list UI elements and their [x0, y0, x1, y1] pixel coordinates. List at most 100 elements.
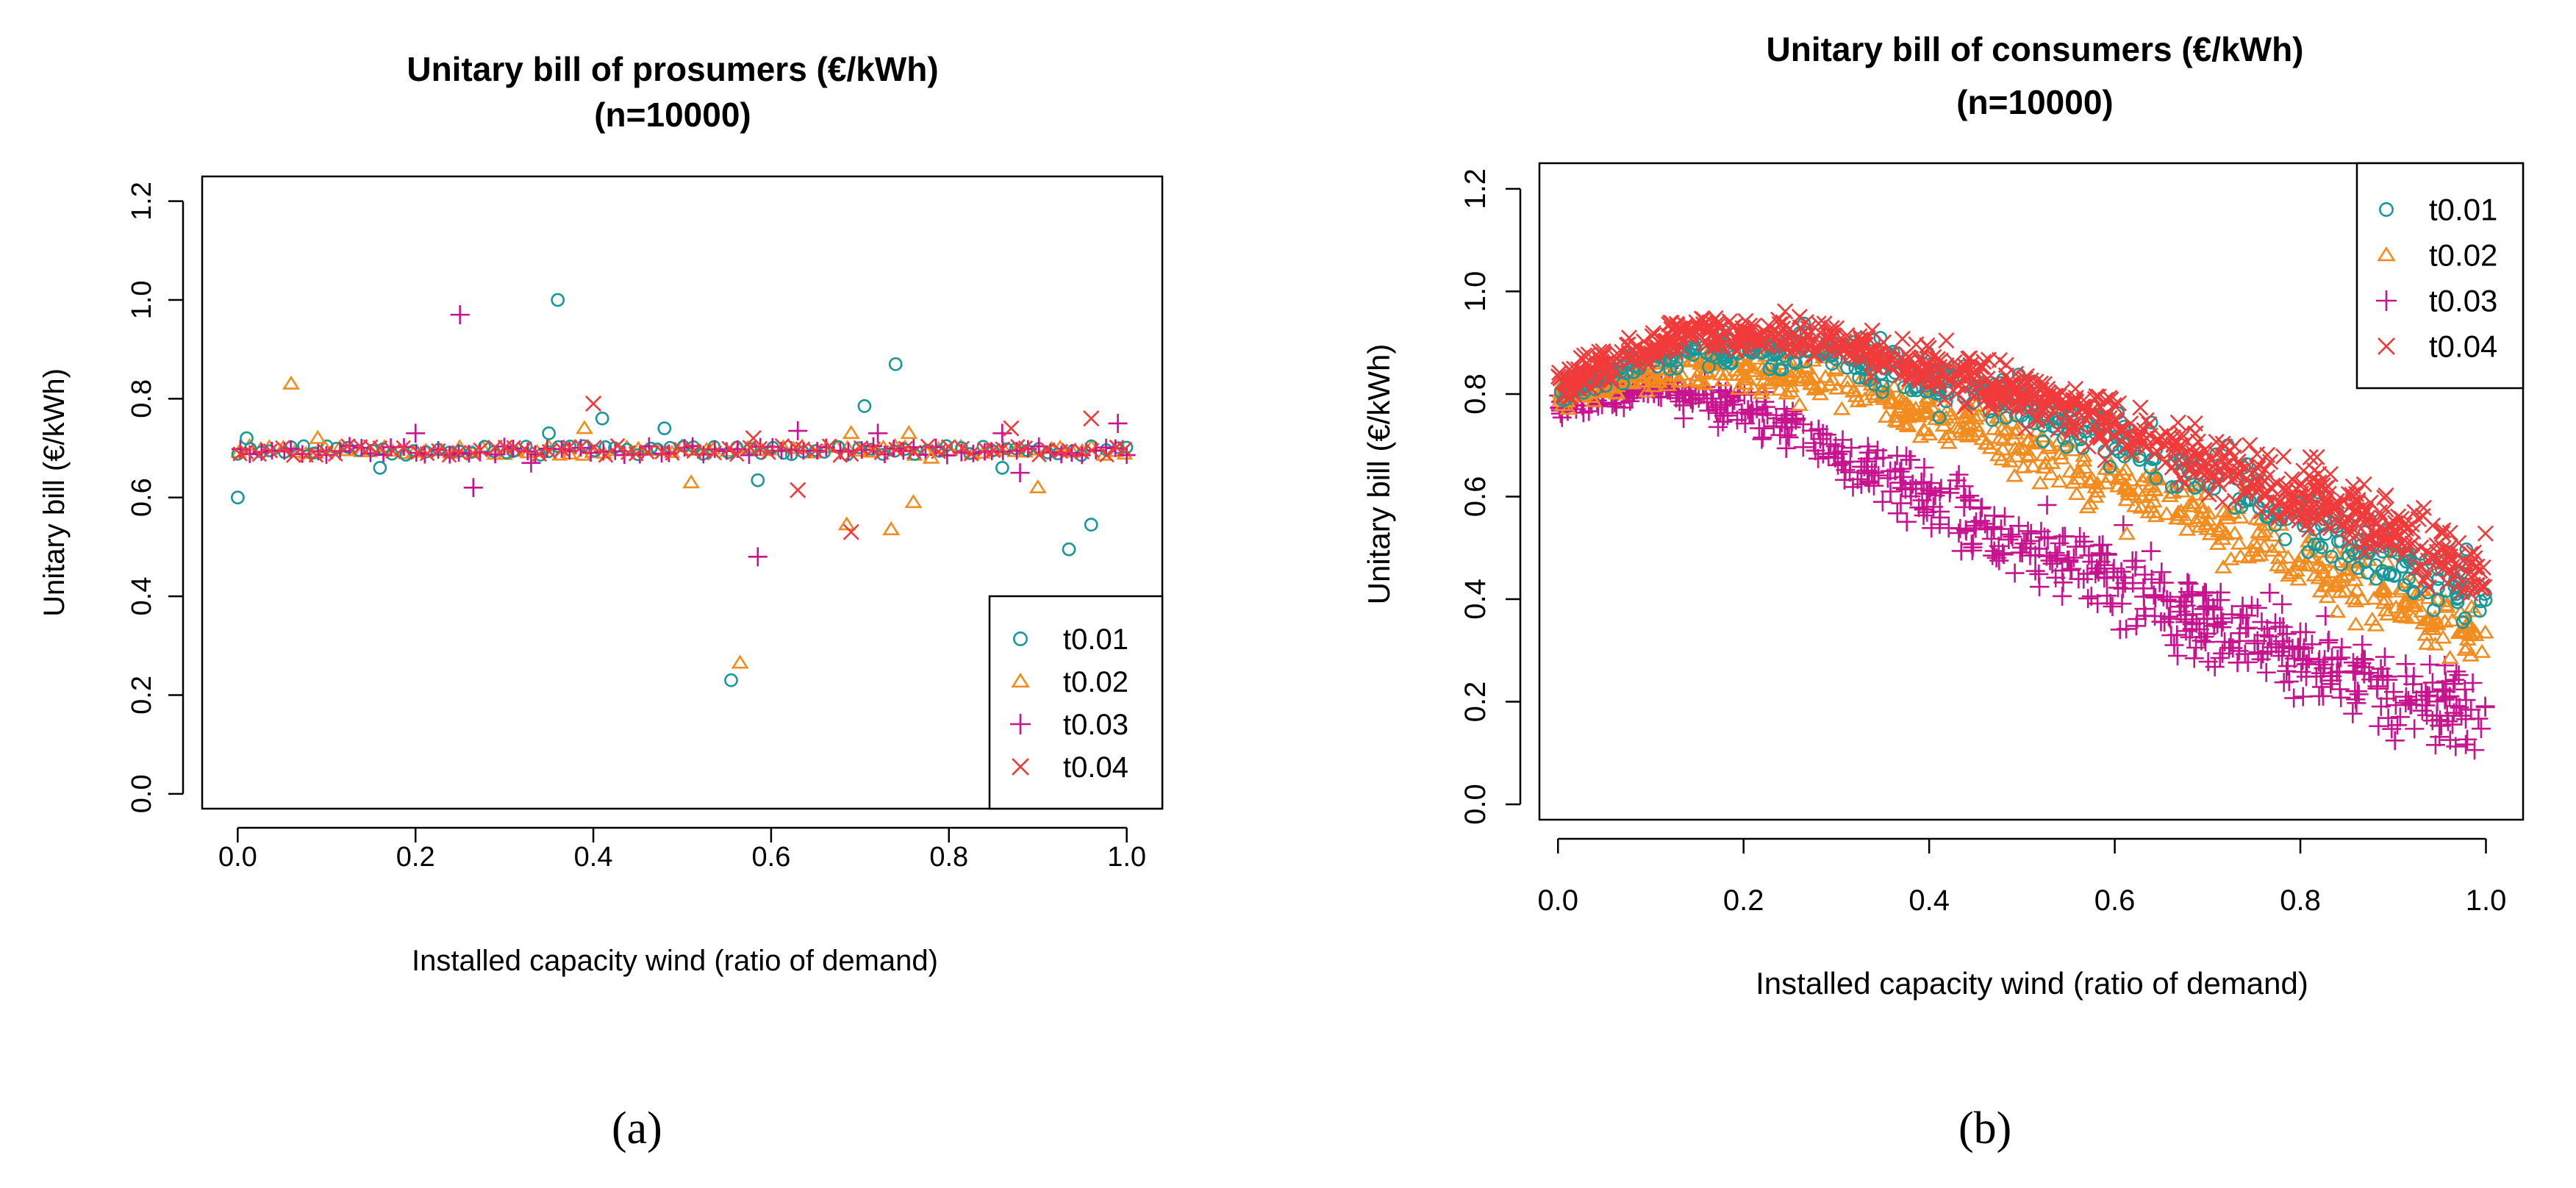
point — [1897, 512, 1917, 532]
point — [582, 443, 600, 462]
point — [2214, 503, 2233, 518]
point — [1592, 350, 1609, 367]
point — [2238, 482, 2255, 499]
point — [1886, 412, 1905, 427]
point — [2269, 557, 2287, 572]
point — [2031, 521, 2051, 541]
point — [2178, 521, 2197, 536]
point — [1703, 327, 1720, 345]
point — [2336, 583, 2355, 598]
point — [2017, 388, 2033, 405]
point — [1754, 418, 1774, 438]
point — [1991, 429, 2009, 444]
point — [1888, 365, 1903, 380]
point — [2324, 564, 2342, 579]
point — [2272, 594, 2292, 614]
point — [2074, 532, 2094, 551]
point — [1932, 352, 1949, 369]
point — [2340, 485, 2357, 503]
point — [2108, 578, 2128, 598]
point — [2309, 650, 2329, 670]
point — [2406, 504, 2423, 520]
point — [385, 443, 401, 459]
point — [2355, 650, 2375, 670]
point — [1701, 359, 1716, 374]
point — [882, 521, 901, 536]
point — [2447, 662, 2466, 681]
point — [2427, 692, 2447, 712]
point — [2425, 735, 2445, 755]
point — [2169, 510, 2187, 525]
point — [2088, 483, 2106, 498]
point — [2278, 532, 2292, 547]
point — [2377, 532, 2394, 549]
point — [573, 439, 589, 454]
point — [2251, 649, 2271, 669]
point — [1717, 403, 1737, 423]
point — [2164, 480, 2179, 494]
point — [1753, 384, 1771, 399]
point — [2414, 507, 2431, 525]
point — [2114, 466, 2133, 481]
point — [1881, 391, 1900, 406]
point — [1817, 368, 1835, 383]
point — [1753, 428, 1772, 448]
point — [2218, 507, 2236, 521]
point — [2228, 653, 2247, 673]
point — [373, 461, 387, 475]
point — [2413, 539, 2430, 556]
point — [1591, 343, 1608, 360]
point — [2441, 551, 2459, 568]
point — [2139, 504, 2158, 518]
point — [2214, 435, 2231, 452]
point — [2044, 393, 2061, 409]
point — [2331, 687, 2351, 707]
point — [2445, 670, 2465, 690]
point — [2433, 681, 2453, 701]
point — [1872, 492, 1892, 512]
panel-a-plot-frame — [201, 175, 1164, 810]
point — [2015, 442, 2033, 457]
point — [2222, 604, 2242, 624]
point — [2390, 707, 2410, 727]
point — [1961, 368, 1978, 384]
legend-label: t0.01 — [2429, 193, 2497, 227]
y-tick-label: 0.8 — [1459, 373, 1492, 415]
point — [2438, 712, 2458, 731]
point — [1840, 462, 1860, 482]
point — [2360, 565, 2375, 580]
panel-b-y-axis: 0.0 0.2 0.4 0.6 0.8 1.0 1.2 — [1459, 168, 1522, 825]
point — [2085, 418, 2102, 436]
point — [2441, 548, 2458, 565]
point — [940, 439, 956, 454]
point — [2055, 396, 2072, 413]
point — [2459, 542, 2474, 557]
x-tick-label: 0.0 — [1537, 884, 1578, 917]
point — [1923, 497, 1943, 517]
point — [1901, 450, 1921, 470]
point — [2428, 615, 2447, 629]
point — [1743, 404, 1763, 424]
point — [1930, 407, 1948, 422]
point — [1839, 344, 1857, 361]
point — [1864, 322, 1881, 339]
point — [963, 446, 979, 462]
point — [1099, 447, 1115, 463]
point — [1991, 383, 2008, 400]
point — [2396, 532, 2413, 548]
point — [2270, 509, 2287, 526]
x-tick-label: 1.0 — [2466, 884, 2507, 917]
point — [1711, 366, 1730, 381]
point — [1960, 408, 1978, 423]
point — [1592, 357, 1609, 373]
point — [888, 357, 903, 371]
point — [1903, 406, 1922, 421]
point — [2355, 476, 2372, 493]
point — [1653, 342, 1670, 359]
point — [2009, 383, 2026, 400]
point — [2436, 593, 2455, 607]
point — [995, 461, 1009, 475]
point — [2469, 558, 2486, 575]
point — [2226, 493, 2243, 509]
point — [1887, 504, 1907, 523]
